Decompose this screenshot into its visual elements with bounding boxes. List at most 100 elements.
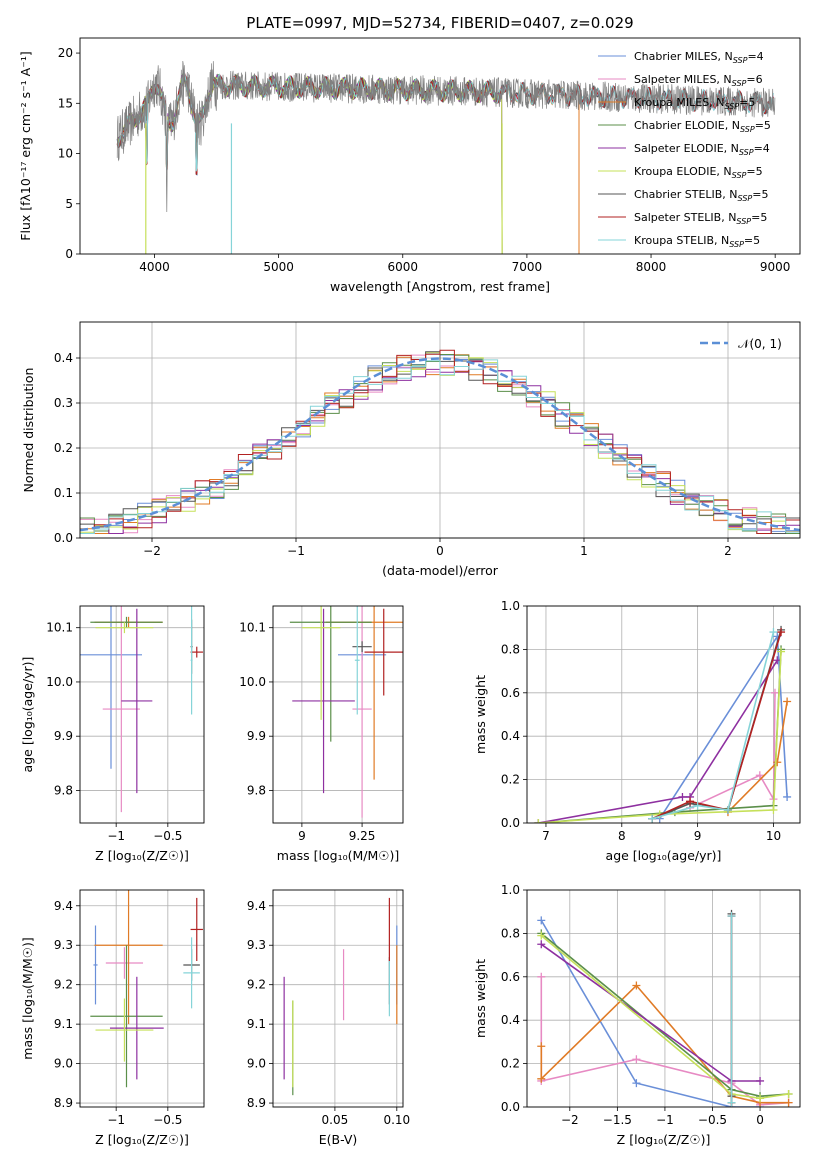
spectrum-legend-label-kroupa_stelib: Kroupa STELIB, NSSP=5	[634, 234, 760, 249]
legend-suffix: =5	[746, 165, 762, 178]
spectrum-model-salpeter_elodie	[116, 73, 503, 254]
figure-title: PLATE=0997, MJD=52734, FIBERID=0407, z=0…	[246, 14, 633, 32]
weight_vs_age-xlabel: age [log₁₀(age/yr)]	[606, 848, 722, 863]
spectrum-ytick-label-4: 20	[58, 46, 73, 60]
age_vs_mass-ytick-label-3: 10.1	[239, 621, 266, 635]
weight_vs_Z-marker-kroupa_elodie-3	[784, 1089, 793, 1098]
weight_vs_age-marker-salpeter_stelib-1	[686, 797, 695, 806]
weight_vs_Z-ytick-label-2: 0.4	[501, 1013, 520, 1027]
spectrum-xtick-label-4: 8000	[636, 260, 667, 274]
weight_vs_age-ylabel: mass weight	[473, 675, 488, 754]
mass_vs_ebv-axes: 0.05 0.10 8.9 9.0 9.1 9.2 9.3 9.4 E(B-V)	[247, 890, 410, 1147]
mass_vs_Z-xtick-label-1: −0.5	[153, 1113, 182, 1127]
age_vs_Z-ylabel: age [log₁₀(age/yr)]	[20, 657, 35, 773]
mass_vs_ebv-ytick-label-3: 9.2	[247, 978, 266, 992]
weight_vs_age-ytick-label-5: 1.0	[501, 599, 520, 613]
age_vs_Z-ytick-label-1: 9.9	[54, 729, 73, 743]
weight_vs_age-line-salpeter_miles	[689, 692, 776, 809]
weight_vs_age-line-kroupa_elodie	[538, 651, 782, 823]
weight_vs_Z-xtick-label-3: −0.5	[698, 1113, 727, 1127]
mass_vs_Z-ytick-label-2: 9.1	[54, 1017, 73, 1031]
mass_vs_Z-xlabel: Z [log₁₀(Z/Z☉)]	[95, 1132, 189, 1147]
weight_vs_Z-ytick-label-5: 1.0	[501, 883, 520, 897]
weight_vs_age-marker-salpeter_miles-1	[755, 771, 764, 780]
age_vs_Z-xtick-label-1: −0.5	[153, 829, 182, 843]
spectrum-xlabel: wavelength [Angstrom, rest frame]	[330, 279, 550, 294]
residuals-xtick-label-1: −1	[287, 544, 305, 558]
residuals-xtick-label-3: 1	[580, 544, 588, 558]
weight_vs_Z-marker-chabrier_miles-0	[537, 916, 546, 925]
age_vs_mass-xtick-label-1: 9.25	[349, 829, 376, 843]
mass_vs_Z-ytick-label-1: 9.0	[54, 1057, 73, 1071]
weight_vs_Z-marker-chabrier_miles-1	[632, 1079, 641, 1088]
legend-sub: SSP	[729, 240, 744, 249]
weight_vs_age-line-kroupa_stelib	[651, 631, 775, 820]
mass_vs_Z-frame	[79, 889, 205, 1108]
spectrum-data-line	[116, 60, 776, 213]
legend-name: Kroupa MILES, N	[634, 96, 724, 109]
mass_vs_ebv-ytick-label-2: 9.1	[247, 1017, 266, 1031]
age_vs_mass-ytick-label-0: 9.8	[247, 783, 266, 797]
weight_vs_Z-marker-salpeter_miles-2	[632, 1055, 641, 1064]
spectrum-ytick-label-1: 5	[65, 197, 73, 211]
weight_vs_Z-ytick-label-4: 0.8	[501, 926, 520, 940]
residuals-ylabel: Normed distribution	[21, 368, 36, 493]
weight_vs_age-xtick-label-0: 7	[542, 829, 550, 843]
weight_vs_age-marker-kroupa_elodie-0	[534, 819, 543, 823]
spectrum-xtick-label-0: 4000	[139, 260, 170, 274]
weight_vs_age-line-chabrier_stelib	[651, 629, 782, 820]
weight_vs_Z-marker-kroupa_miles-0	[537, 1042, 546, 1051]
legend-sub: SSP	[738, 194, 753, 203]
weight_vs_Z-line-chabrier_miles	[540, 919, 760, 1107]
spectrum-xtick-label-2: 6000	[387, 260, 418, 274]
weight_vs_Z-ytick-label-0: 0.0	[501, 1100, 520, 1114]
age_vs_Z-xtick-label-0: −1	[107, 829, 125, 843]
spectrum-legend-label-kroupa_miles: Kroupa MILES, NSSP=5	[634, 96, 755, 111]
weight_vs_age-axes: 7 8 9 10 0.0 0.2 0.4 0.6 0.8 1.0 age [log₁₀(age/yr…	[473, 599, 800, 863]
residuals-axes: −2 −1 0 1 2 0.0 0.1 0.2 0.3 0.4 (data-model)/error…	[21, 322, 800, 578]
residuals-xtick-label-0: −2	[143, 544, 161, 558]
weight_vs_Z-marker-kroupa_miles-2	[632, 981, 641, 990]
weight_vs_age-ytick-label-2: 0.4	[501, 729, 520, 743]
legend-sub: SSP	[732, 79, 747, 88]
hist-kroupa_stelib	[80, 359, 800, 534]
weight_vs_Z-plot-area	[537, 909, 793, 1107]
legend-suffix: =6	[746, 73, 762, 86]
age_vs_mass-frame	[272, 605, 404, 824]
spectrum-model-kroupa_stelib	[117, 72, 774, 172]
legend-name: Chabrier ELODIE, N	[634, 119, 740, 132]
weight_vs_age-xtick-label-2: 9	[694, 829, 702, 843]
weight_vs_Z-marker-salpeter_miles-0	[537, 972, 546, 981]
legend-suffix: =5	[751, 211, 767, 224]
weight_vs_Z-marker-kroupa_elodie-2	[756, 1094, 765, 1103]
spectrum-ytick-label-0: 0	[65, 247, 73, 261]
weight_vs_age-line-salpeter_stelib	[651, 631, 782, 820]
legend-sub: SSP	[732, 171, 747, 180]
spectrum-model-chabrier_stelib	[116, 73, 774, 176]
spectrum-legend-label-salpeter_stelib: Salpeter STELIB, NSSP=5	[634, 211, 767, 226]
plot-layer: 4000 5000 6000 7000 8000 900005101520waveleng…	[18, 37, 801, 1147]
spectrum-xtick-label-5: 9000	[760, 260, 791, 274]
legend-name: Salpeter STELIB, N	[634, 211, 736, 224]
spectrum-legend-label-chabrier_elodie: Chabrier ELODIE, NSSP=5	[634, 119, 771, 134]
mass_vs_ebv-plot-area	[283, 897, 398, 1096]
spectrum-legend-label-salpeter_miles: Salpeter MILES, NSSP=6	[634, 73, 763, 88]
residuals-frame	[79, 321, 801, 539]
spectrum-ytick-label-2: 10	[58, 147, 73, 161]
spectrum-legend-label-salpeter_elodie: Salpeter ELODIE, NSSP=4	[634, 142, 770, 157]
weight_vs_Z-line-salpeter_elodie	[540, 943, 760, 1082]
legend-name: Kroupa STELIB, N	[634, 234, 729, 247]
weight_vs_age-ytick-label-4: 0.8	[501, 642, 520, 656]
mass_vs_ebv-ytick-label-1: 9.0	[247, 1057, 266, 1071]
legend-name: Salpeter MILES, N	[634, 73, 732, 86]
weight_vs_age-marker-kroupa_elodie-2	[769, 805, 778, 814]
legend-suffix: =5	[744, 234, 760, 247]
residuals-ytick-label-3: 0.3	[54, 396, 73, 410]
weight_vs_Z-marker-kroupa_stelib-0	[727, 912, 736, 921]
weight_vs_Z-line-chabrier_elodie	[540, 932, 789, 1098]
spectrum-legend-label-kroupa_elodie: Kroupa ELODIE, NSSP=5	[634, 165, 763, 180]
weight_vs_Z-xtick-label-1: −1.5	[603, 1113, 632, 1127]
weight_vs_age-marker-kroupa_miles-2	[783, 697, 792, 706]
weight_vs_age-xtick-label-3: 10	[766, 829, 781, 843]
